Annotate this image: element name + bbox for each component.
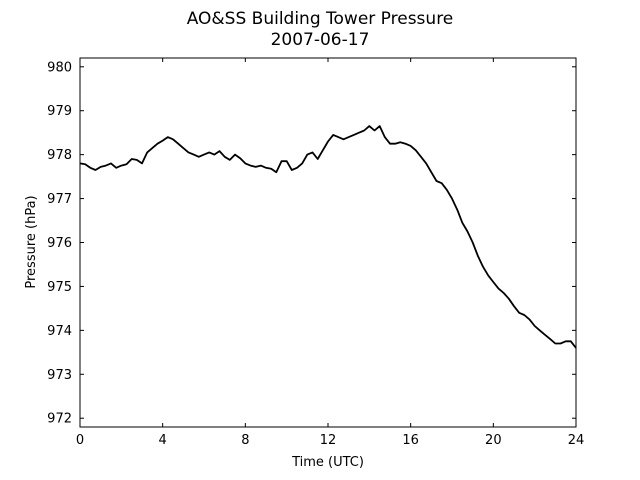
chart-subtitle: 2007-06-17: [271, 30, 370, 50]
x-tick-label: 8: [241, 433, 249, 448]
axis-tick-labels: 0 4 8 12 16 20 24 972 973 974 975 976 977 978 979 980: [47, 60, 584, 448]
x-tick-label: 0: [76, 433, 84, 448]
y-axis-label: Pressure (hPa): [24, 195, 39, 288]
y-tick-label: 976: [47, 236, 72, 251]
pressure-series-line: [79, 125, 577, 349]
plot-frame: [79, 57, 577, 428]
y-tick-label: 972: [47, 412, 72, 427]
y-tick-label: 980: [47, 60, 72, 75]
y-tick-label: 979: [47, 104, 72, 119]
y-tick-label: 973: [47, 368, 72, 383]
chart-title: AO&SS Building Tower Pressure: [187, 9, 454, 29]
x-tick-label: 16: [402, 433, 419, 448]
y-tick-label: 977: [47, 192, 72, 207]
y-tick-label: 974: [47, 324, 72, 339]
x-axis-label: Time (UTC): [291, 455, 364, 470]
x-tick-label: 20: [485, 433, 502, 448]
y-tick-label: 978: [47, 148, 72, 163]
x-tick-label: 24: [568, 433, 585, 448]
axis-ticks: [79, 58, 577, 427]
x-tick-label: 12: [320, 433, 337, 448]
x-tick-label: 4: [159, 433, 167, 448]
y-tick-label: 975: [47, 280, 72, 295]
